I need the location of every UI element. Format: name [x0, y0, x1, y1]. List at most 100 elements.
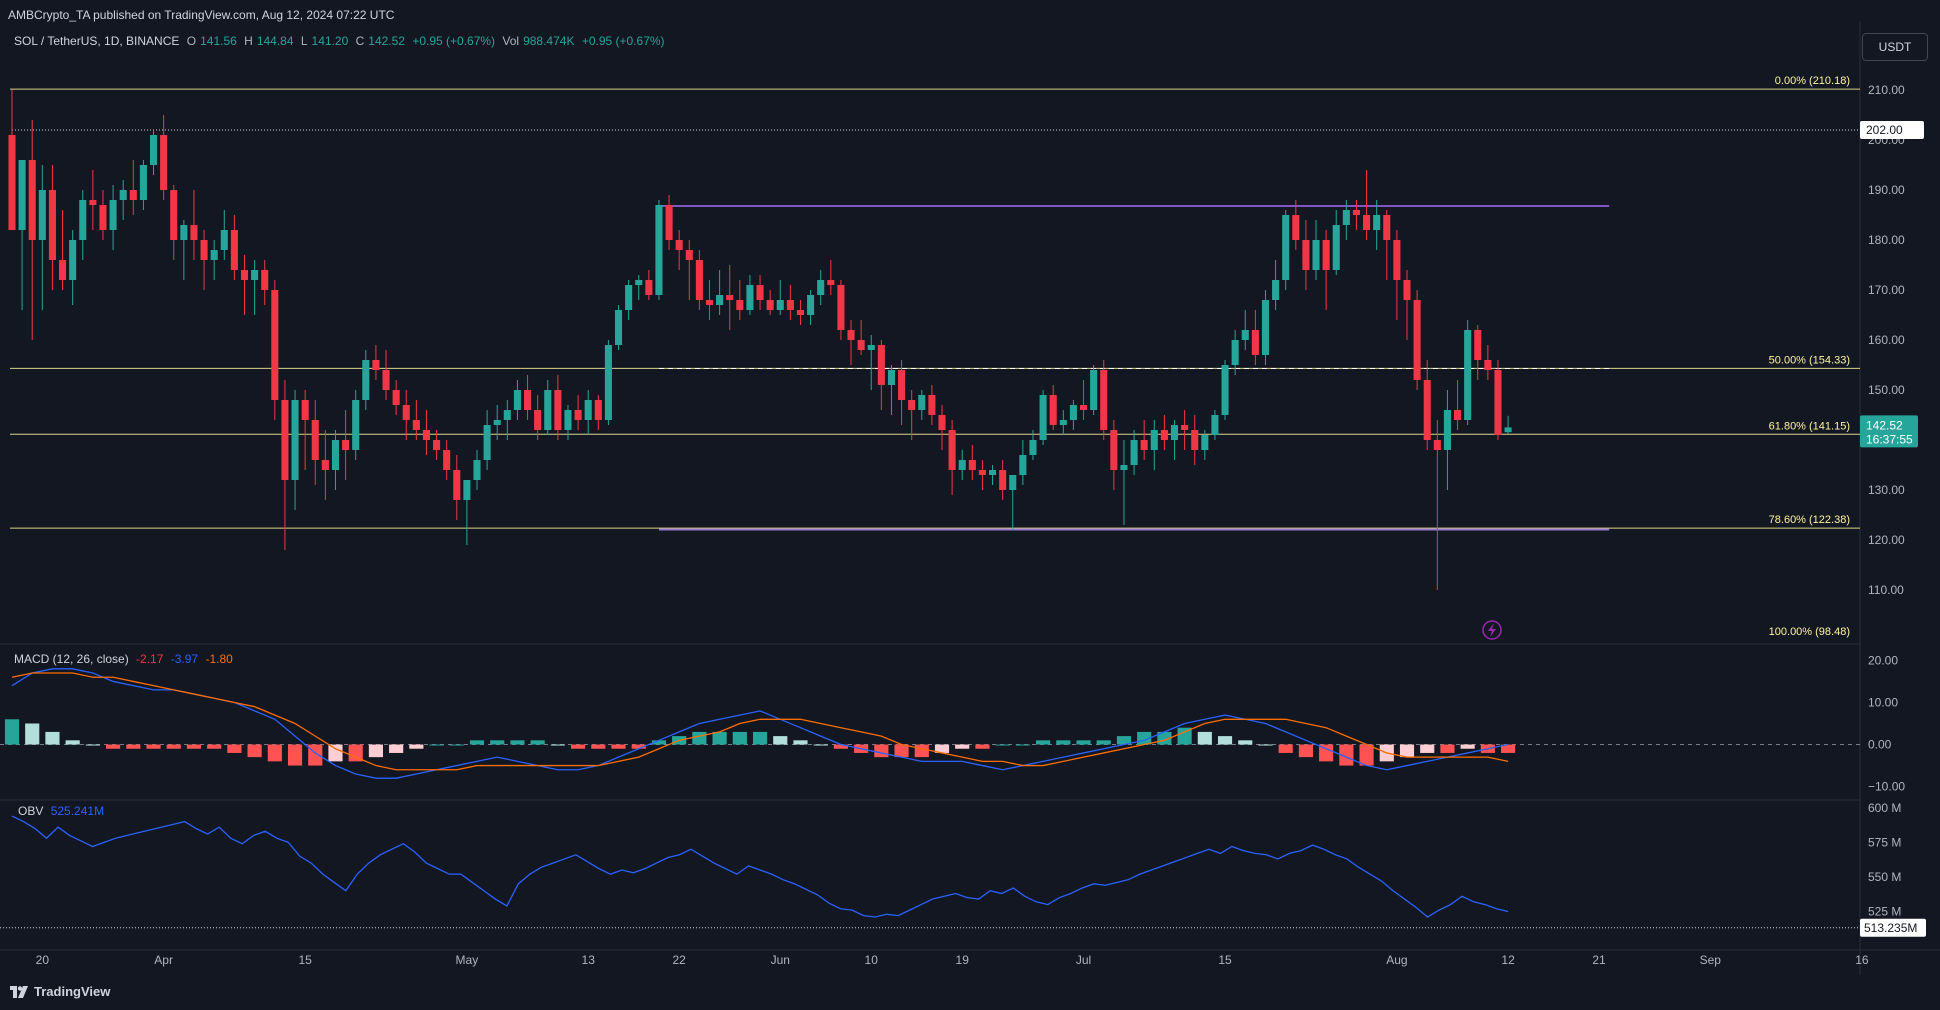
- macd-histogram-bar: [773, 736, 788, 745]
- macd-histogram-bar: [308, 744, 323, 766]
- candle-up: [1342, 200, 1350, 240]
- signal-line: [11, 672, 1509, 771]
- macd-legend-name[interactable]: MACD (12, 26, close): [14, 652, 129, 666]
- candle-down: [8, 90, 16, 230]
- candle-body: [1443, 410, 1451, 450]
- price-tick-label: 190.00: [1868, 183, 1905, 197]
- candle-body: [978, 470, 986, 475]
- candle-up: [119, 180, 127, 220]
- fib-level-label: 78.60% (122.38): [1769, 514, 1850, 526]
- candle-up: [1090, 365, 1098, 415]
- macd-histogram-bar: [631, 744, 646, 749]
- candle-down: [1484, 345, 1492, 380]
- fib-level-label: 50.00% (154.33): [1769, 354, 1850, 366]
- candle-body: [1150, 430, 1158, 450]
- low-value: 141.20: [311, 34, 349, 48]
- macd-histogram-bar: [4, 719, 20, 745]
- candle-up: [38, 165, 46, 310]
- candle-down: [321, 430, 329, 500]
- symbol-name[interactable]: SOL / TetherUS, 1D, BINANCE: [14, 34, 180, 48]
- candle-body: [614, 310, 623, 345]
- macd-histogram-bar: [106, 744, 121, 749]
- candle-up: [1373, 200, 1381, 250]
- candle-up: [887, 365, 895, 415]
- candle-up: [1261, 290, 1270, 365]
- candle-body: [1454, 410, 1462, 420]
- obv-line: [11, 815, 1509, 918]
- candle-body: [1413, 300, 1421, 380]
- candle-body: [38, 190, 46, 240]
- candle-body: [847, 330, 855, 340]
- candle-up: [1120, 440, 1128, 525]
- macd-histogram-bar: [591, 744, 606, 749]
- candle-body: [1332, 225, 1340, 270]
- candle-body: [1251, 330, 1259, 355]
- time-tick-label: 16: [1855, 953, 1869, 967]
- candle-body: [564, 410, 572, 430]
- candle-body: [1100, 370, 1108, 430]
- macd-histogram-bar: [490, 740, 505, 745]
- candle-body: [412, 420, 420, 430]
- candle-body: [817, 280, 825, 295]
- candle-down: [1191, 415, 1199, 465]
- candle-body: [1140, 440, 1148, 450]
- candle-up: [291, 390, 299, 510]
- candle-up: [473, 450, 481, 490]
- macd-histogram-bar: [1015, 744, 1030, 746]
- candle-up: [867, 335, 875, 390]
- candle-down: [1160, 415, 1168, 450]
- low-label: L: [300, 34, 308, 48]
- candle-body: [402, 405, 410, 420]
- candle-body: [1221, 365, 1229, 415]
- alert-icon[interactable]: [1482, 620, 1502, 640]
- candle-body: [1322, 240, 1330, 270]
- candle-up: [625, 280, 633, 320]
- candle-up: [79, 190, 87, 260]
- macd-histogram-bar: [25, 723, 40, 745]
- candle-up: [1019, 440, 1027, 485]
- macd-histogram-bar: [1217, 736, 1233, 745]
- macd-pane: [4, 668, 1516, 779]
- macd-histogram-bar: [469, 740, 485, 745]
- macd-histogram-bar: [1096, 740, 1111, 745]
- macd-histogram-bar: [530, 740, 545, 745]
- macd-histogram-bar: [368, 744, 383, 758]
- candle-body: [655, 205, 663, 295]
- candle-body: [119, 190, 127, 200]
- candle-down: [402, 390, 410, 440]
- candle-body: [139, 165, 147, 200]
- candle-up: [989, 465, 997, 485]
- candle-down: [301, 390, 309, 470]
- candle-body: [1201, 435, 1209, 450]
- candle-body: [210, 250, 218, 260]
- candle-down: [311, 400, 319, 485]
- candle-body: [483, 425, 491, 460]
- currency-button[interactable]: USDT: [1862, 33, 1928, 61]
- tradingview-logo[interactable]: TradingView: [10, 984, 110, 999]
- macd-histogram-bar: [874, 744, 889, 758]
- obv-legend-value: 525.241M: [50, 804, 105, 818]
- candle-body: [1484, 360, 1492, 370]
- candle-down: [1474, 325, 1482, 380]
- candle-down: [756, 275, 764, 310]
- obv-legend-name[interactable]: OBV: [18, 804, 44, 818]
- macd-histogram-bar: [914, 744, 929, 758]
- candle-body: [1039, 395, 1047, 440]
- macd-histogram-bar: [1116, 736, 1132, 745]
- candle-body: [200, 240, 208, 260]
- candle-body: [705, 300, 714, 305]
- candle-down: [443, 440, 451, 480]
- macd-histogram-bar: [126, 744, 141, 749]
- candle-body: [1069, 405, 1077, 420]
- price-tag-text: 202.00: [1866, 123, 1903, 137]
- candles[interactable]: [8, 90, 1512, 590]
- symbol-legend: SOL / TetherUS, 1D, BINANCE O 141.56 H 144…: [14, 34, 669, 48]
- candle-body: [1029, 440, 1037, 455]
- candle-body: [109, 200, 117, 230]
- macd-histogram-bar: [1339, 744, 1354, 766]
- candle-body: [584, 400, 592, 420]
- candle-body: [301, 400, 309, 420]
- candle-up: [1282, 210, 1290, 290]
- time-tick-label: 20: [36, 953, 50, 967]
- candle-body: [827, 280, 835, 285]
